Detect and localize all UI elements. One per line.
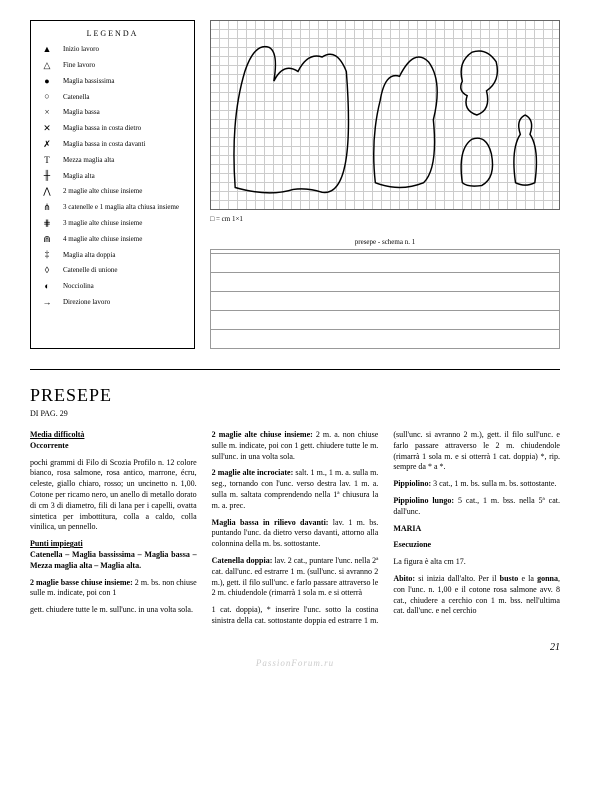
legend-symbol: ╫	[39, 170, 55, 181]
legend-symbol: ⋕	[39, 218, 55, 229]
legend-item: ○ Catenella	[39, 91, 186, 102]
legend-label: 2 maglie alte chiuse insieme	[63, 187, 186, 195]
legend-symbol: ◊	[39, 265, 55, 276]
legend-label: Maglia bassa in costa dietro	[63, 124, 186, 132]
legend-item: ‡ Maglia alta doppia	[39, 249, 186, 260]
legend-label: Direzione lavoro	[63, 298, 186, 306]
legend-label: Nocciolina	[63, 282, 186, 290]
body-text: Media difficoltàOccorrente pochi grammi …	[30, 430, 560, 627]
legend-label: Inizio lavoro	[63, 45, 186, 53]
legend-item: ▲ Inizio lavoro	[39, 44, 186, 55]
legend-item: ● Maglia bassissima	[39, 76, 186, 87]
legend-symbol: ●	[39, 76, 55, 87]
legend-label: Maglia bassa	[63, 108, 186, 116]
legend-symbol: ⋔	[39, 202, 55, 213]
legend-label: 3 maglie alte chiuse insieme	[63, 219, 186, 227]
legend-item: × Maglia bassa	[39, 107, 186, 118]
legend-symbol: T	[39, 155, 55, 166]
legend-item: ╫ Maglia alta	[39, 170, 186, 181]
legend-item: ◐ Nocciolina	[39, 281, 186, 292]
legend-label: Catenella	[63, 93, 186, 101]
legend-item: ✕ Maglia bassa in costa dietro	[39, 123, 186, 134]
legend-symbol: ‡	[39, 249, 55, 260]
grid-diagram	[210, 20, 560, 210]
legend-label: Maglia alta doppia	[63, 251, 186, 259]
legend-label: 4 maglie alte chiuse insieme	[63, 235, 186, 243]
legend-label: Maglia alta	[63, 172, 186, 180]
grid-caption: □ = cm 1×1	[210, 215, 560, 223]
legend-label: Maglia bassissima	[63, 77, 186, 85]
watermark: PassionForum.ru	[30, 658, 560, 668]
subtitle: DI PAG. 29	[30, 409, 560, 418]
schema-caption: presepe - schema n. 1	[210, 238, 560, 246]
legend-symbol: △	[39, 60, 55, 71]
legend-label: 3 catenelle e 1 maglia alta chiusa insie…	[63, 203, 186, 211]
legend-item: → Direzione lavoro	[39, 297, 186, 308]
legend-symbol: ×	[39, 107, 55, 118]
schema-diagram	[210, 249, 560, 349]
legend-box: LEGENDA ▲ Inizio lavoro △ Fine lavoro ● Magli…	[30, 20, 195, 349]
legend-item: ◊ Catenelle di unione	[39, 265, 186, 276]
legend-title: LEGENDA	[39, 29, 186, 38]
page-title: PRESEPE	[30, 385, 560, 406]
legend-label: Maglia bassa in costa davanti	[63, 140, 186, 148]
legend-label: Catenelle di unione	[63, 266, 186, 274]
legend-item: △ Fine lavoro	[39, 60, 186, 71]
legend-label: Mezza maglia alta	[63, 156, 186, 164]
legend-symbol: ◐	[39, 281, 55, 292]
legend-item: ✗ Maglia bassa in costa davanti	[39, 139, 186, 150]
legend-symbol: →	[39, 297, 55, 308]
legend-item: ⋀ 2 maglie alte chiuse insieme	[39, 186, 186, 197]
legend-item: ⋔ 3 catenelle e 1 maglia alta chiusa insi…	[39, 202, 186, 213]
legend-item: T Mezza maglia alta	[39, 155, 186, 166]
legend-item: ⋕ 3 maglie alte chiuse insieme	[39, 218, 186, 229]
legend-symbol: ⋒	[39, 234, 55, 245]
legend-symbol: ▲	[39, 44, 55, 55]
divider	[30, 369, 560, 370]
legend-symbol: ○	[39, 91, 55, 102]
page-number: 21	[30, 642, 560, 653]
legend-symbol: ✕	[39, 123, 55, 134]
legend-symbol: ✗	[39, 139, 55, 150]
legend-label: Fine lavoro	[63, 61, 186, 69]
diagrams-area: □ = cm 1×1 presepe - schema n. 1	[210, 20, 560, 349]
legend-symbol: ⋀	[39, 186, 55, 197]
legend-item: ⋒ 4 maglie alte chiuse insieme	[39, 234, 186, 245]
